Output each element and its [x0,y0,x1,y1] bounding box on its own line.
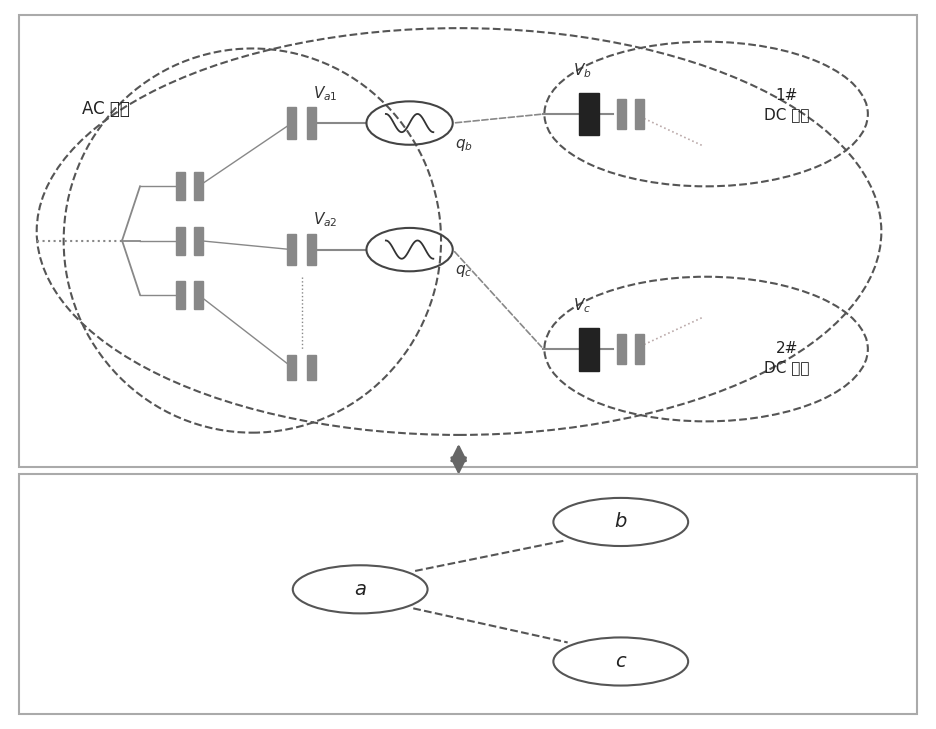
Bar [287,234,297,265]
Bar [176,281,185,309]
Bar [617,335,626,364]
Text: 2#
DC 微网: 2# DC 微网 [764,340,810,375]
Bar [176,227,185,254]
Bar [307,107,316,139]
Bar [307,355,316,380]
Text: $V_{c}$: $V_{c}$ [573,297,592,316]
Text: $q_c$: $q_c$ [455,263,472,279]
Bar [287,355,297,380]
Bar [194,281,203,309]
Bar [194,172,203,200]
Bar [307,234,316,265]
Text: 1#
DC 微网: 1# DC 微网 [764,87,810,122]
Text: AC 微网: AC 微网 [81,100,129,118]
Ellipse shape [553,498,688,546]
Text: $c$: $c$ [615,652,627,671]
Ellipse shape [553,637,688,685]
Text: $a$: $a$ [354,580,367,599]
Bar [636,99,644,129]
Bar [287,107,297,139]
Text: $V_{a1}$: $V_{a1}$ [313,84,337,103]
Bar [617,99,626,129]
Bar [579,93,599,136]
Bar [176,172,185,200]
Ellipse shape [293,565,428,613]
Bar [579,327,599,370]
Bar [636,335,644,364]
Bar [194,227,203,254]
Text: $V_{a2}$: $V_{a2}$ [313,211,337,230]
Text: $q_b$: $q_b$ [455,137,473,153]
Text: $b$: $b$ [614,512,627,531]
Text: $V_{b}$: $V_{b}$ [573,61,592,80]
